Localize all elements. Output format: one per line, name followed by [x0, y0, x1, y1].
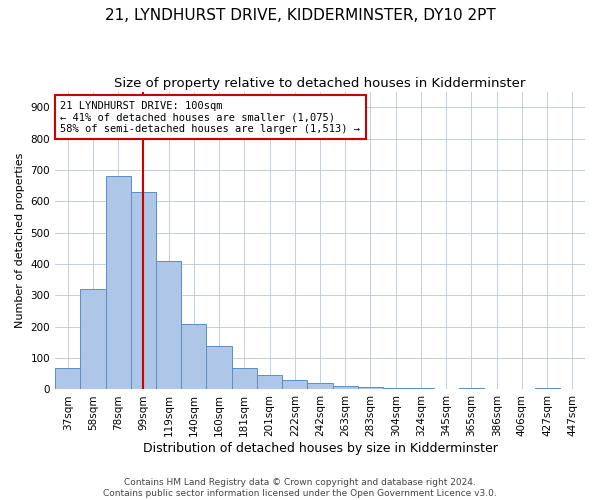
Bar	[206, 346, 232, 390]
Bar	[409, 388, 434, 390]
Bar	[156, 261, 181, 390]
Text: Contains HM Land Registry data © Crown copyright and database right 2024.
Contai: Contains HM Land Registry data © Crown c…	[103, 478, 497, 498]
Text: 21, LYNDHURST DRIVE, KIDDERMINSTER, DY10 2PT: 21, LYNDHURST DRIVE, KIDDERMINSTER, DY10…	[104, 8, 496, 22]
Bar	[358, 387, 383, 390]
Bar	[106, 176, 131, 390]
Bar	[459, 388, 484, 390]
Title: Size of property relative to detached houses in Kidderminster: Size of property relative to detached ho…	[115, 78, 526, 90]
Bar	[80, 289, 106, 390]
Text: 21 LYNDHURST DRIVE: 100sqm
← 41% of detached houses are smaller (1,075)
58% of s: 21 LYNDHURST DRIVE: 100sqm ← 41% of deta…	[61, 100, 361, 134]
Bar	[131, 192, 156, 390]
Bar	[332, 386, 358, 390]
Bar	[232, 368, 257, 390]
Bar	[257, 376, 282, 390]
Bar	[282, 380, 307, 390]
X-axis label: Distribution of detached houses by size in Kidderminster: Distribution of detached houses by size …	[143, 442, 497, 455]
Y-axis label: Number of detached properties: Number of detached properties	[15, 153, 25, 328]
Bar	[55, 368, 80, 390]
Bar	[383, 388, 409, 390]
Bar	[181, 324, 206, 390]
Bar	[535, 388, 560, 390]
Bar	[307, 383, 332, 390]
